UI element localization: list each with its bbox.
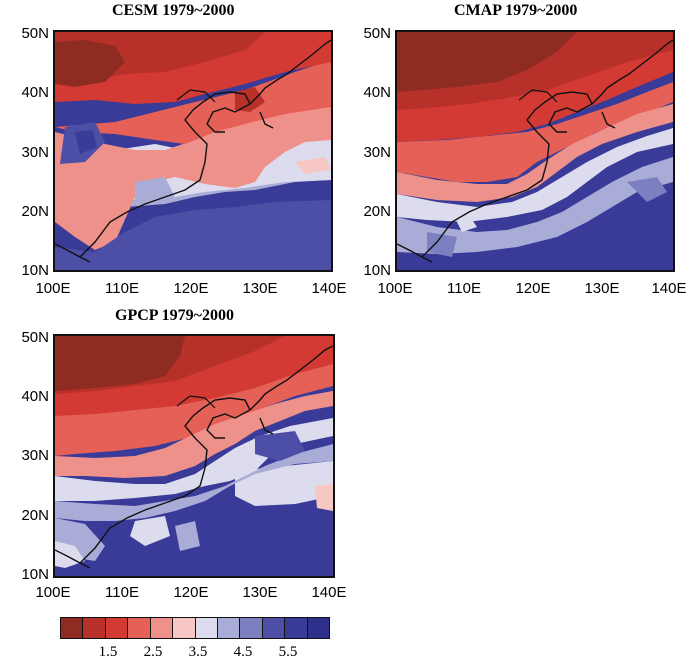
gpcp-lat-50n: 50N (5, 329, 49, 346)
colorbar-label-5.5: 5.5 (268, 644, 308, 661)
colorbar-label-1.5: 1.5 (88, 644, 128, 661)
cmap-lat-10n: 10N (347, 262, 391, 279)
cmap-lat-30n: 30N (347, 144, 391, 161)
colorbar-swatch-8 (240, 618, 262, 638)
cmap-lon-100e: 100E (370, 280, 420, 297)
cesm-lon-100e: 100E (28, 280, 78, 297)
colorbar-swatch-2 (106, 618, 128, 638)
cesm-lon-110e: 110E (97, 280, 147, 297)
gpcp-lon-130e: 130E (235, 584, 285, 601)
cmap-lon-120e: 120E (508, 280, 558, 297)
cesm-lat-30n: 30N (5, 144, 49, 161)
colorbar (60, 617, 330, 639)
colorbar-swatch-9 (263, 618, 285, 638)
cmap-lon-110e: 110E (439, 280, 489, 297)
cmap-lat-20n: 20N (347, 203, 391, 220)
gpcp-lon-110e: 110E (97, 584, 147, 601)
map-cmap (395, 30, 675, 272)
gpcp-lat-40n: 40N (5, 388, 49, 405)
cesm-lat-40n: 40N (5, 84, 49, 101)
colorbar-swatch-11 (308, 618, 329, 638)
gpcp-lat-30n: 30N (5, 447, 49, 464)
gpcp-lon-140e: 140E (304, 584, 354, 601)
panel-title-gpcp: GPCP 1979~2000 (115, 307, 234, 325)
gpcp-lat-20n: 20N (5, 507, 49, 524)
cesm-lon-120e: 120E (166, 280, 216, 297)
cmap-lon-130e: 130E (577, 280, 627, 297)
panel-title-cesm: CESM 1979~2000 (112, 2, 235, 20)
colorbar-label-3.5: 3.5 (178, 644, 218, 661)
colorbar-swatch-10 (285, 618, 307, 638)
colorbar-swatch-0 (61, 618, 83, 638)
gpcp-lon-120e: 120E (166, 584, 216, 601)
colorbar-swatch-7 (218, 618, 240, 638)
cesm-lat-10n: 10N (5, 262, 49, 279)
colorbar-swatch-1 (83, 618, 105, 638)
cesm-lat-20n: 20N (5, 203, 49, 220)
colorbar-label-4.5: 4.5 (223, 644, 263, 661)
map-gpcp (53, 334, 335, 578)
panel-title-cmap: CMAP 1979~2000 (454, 2, 577, 20)
colorbar-swatch-4 (151, 618, 173, 638)
colorbar-swatch-6 (196, 618, 218, 638)
cmap-lat-50n: 50N (347, 25, 391, 42)
cmap-lat-40n: 40N (347, 84, 391, 101)
colorbar-swatch-3 (128, 618, 150, 638)
cesm-lat-50n: 50N (5, 25, 49, 42)
cesm-lon-140e: 140E (304, 280, 354, 297)
gpcp-lat-10n: 10N (5, 566, 49, 583)
cmap-lon-140e: 140E (644, 280, 694, 297)
colorbar-swatch-5 (173, 618, 195, 638)
map-cesm (53, 30, 333, 272)
colorbar-label-2.5: 2.5 (133, 644, 173, 661)
gpcp-lon-100e: 100E (28, 584, 78, 601)
cesm-lon-130e: 130E (235, 280, 285, 297)
